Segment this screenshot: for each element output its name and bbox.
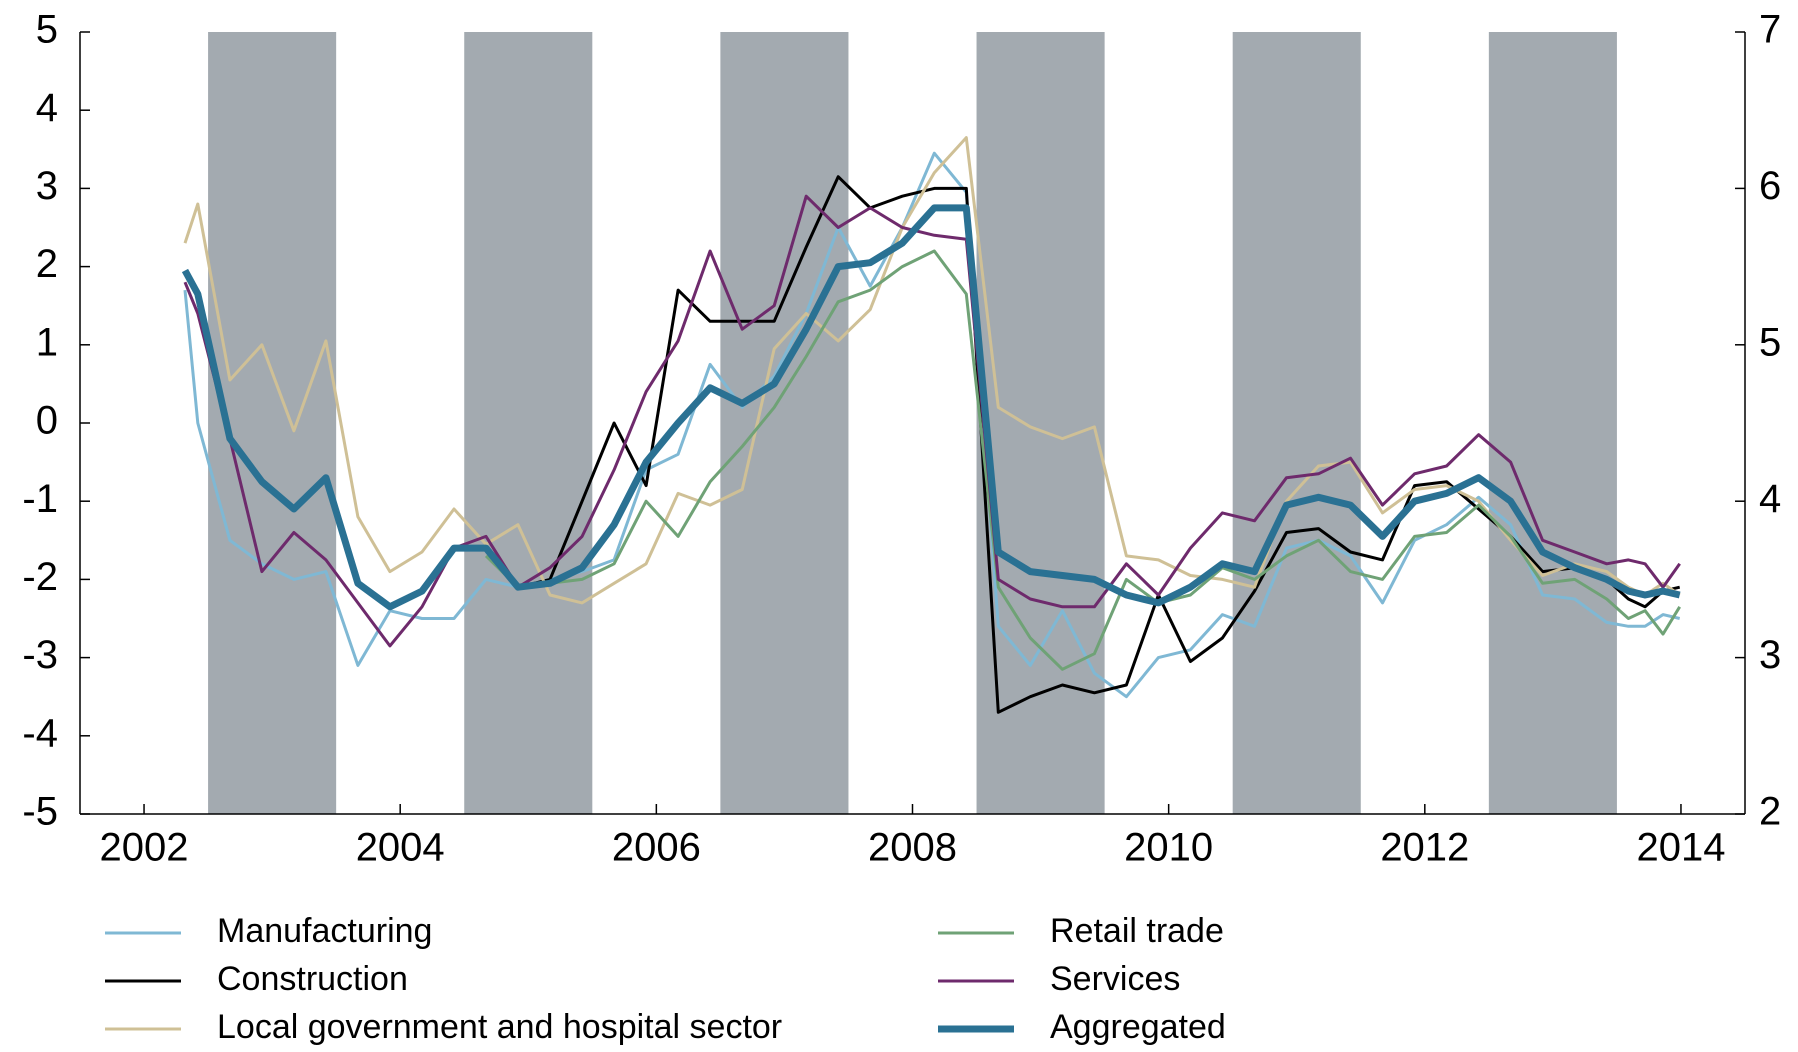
y2-tick-label: 5 [1759,320,1781,364]
series-line [183,194,1681,648]
legend-label: Retail trade [1050,912,1224,950]
series-line [183,151,1681,699]
y-tick-label: -5 [22,790,58,834]
x-tick-label: 2014 [1636,826,1725,870]
legend-label: Aggregated [1050,1008,1226,1046]
y-tick-label: 2 [36,242,58,286]
series-line [484,175,1681,714]
x-tick-label: 2010 [1124,826,1213,870]
y-tick-label: 1 [36,320,58,364]
y-tick-label: -3 [22,633,58,677]
y2-tick-label: 2 [1759,790,1781,834]
x-tick-label: 2002 [100,826,189,870]
legend-label: Construction [217,960,408,998]
series-line [484,249,1681,671]
y2-tick-label: 4 [1759,477,1781,521]
x-tick-label: 2008 [868,826,957,870]
legend-label: Local government and hospital sector [217,1008,782,1046]
y-tick-label: 4 [36,86,58,130]
y2-tick-label: 3 [1759,633,1781,677]
legend-label: Manufacturing [217,912,432,950]
y-tick-label: 5 [36,8,58,52]
shaded-band [1488,32,1617,814]
y-tick-label: 0 [36,399,58,443]
shaded-band [1232,32,1361,814]
x-tick-label: 2006 [612,826,701,870]
shaded-band [720,32,849,814]
series-line [181,204,1681,611]
x-tick-label: 2012 [1380,826,1469,870]
y-tick-label: 3 [36,164,58,208]
series-line [183,136,1681,605]
legend-label: Services [1050,960,1180,998]
y-tick-label: -2 [22,555,58,599]
y-tick-label: -4 [22,711,58,755]
shaded-band [464,32,593,814]
y-tick-label: -1 [22,477,58,521]
y2-tick-label: 6 [1759,164,1781,208]
y2-tick-label: 7 [1759,8,1781,52]
shaded-band [976,32,1105,814]
x-tick-label: 2004 [356,826,445,870]
